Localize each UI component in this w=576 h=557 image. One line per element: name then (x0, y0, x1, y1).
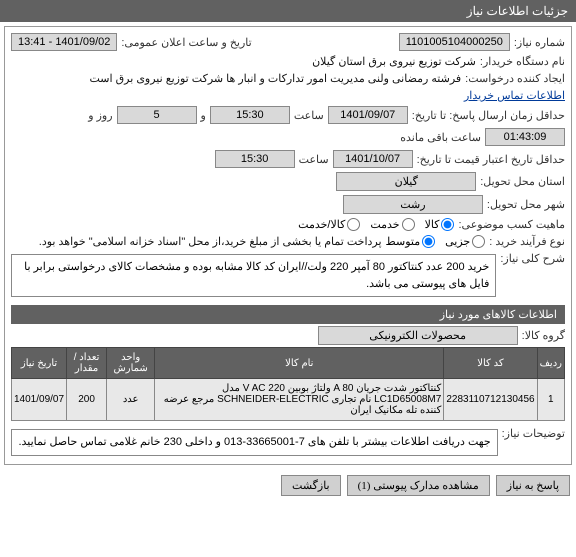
th-qty: تعداد / مقدار (67, 348, 107, 379)
announce-label: تاریخ و ساعت اعلان عمومی: (121, 36, 251, 49)
device-value: شرکت توزیع نیروی برق استان گیلان (312, 55, 476, 68)
cell-qty: 200 (67, 379, 107, 421)
announce-value: 1401/09/02 - 13:41 (11, 33, 117, 51)
city-label: شهر محل تحویل: (487, 198, 565, 211)
cell-date: 1401/09/07 (12, 379, 67, 421)
validity-time: 15:30 (215, 150, 295, 168)
requester-value: فرشته رمضانی ولنی مدیریت امور تدارکات و … (89, 72, 461, 85)
radio-jozei[interactable]: جزیی (445, 235, 485, 248)
time-label-2: ساعت (299, 153, 329, 166)
province-label: استان محل تحویل: (480, 175, 565, 188)
goods-header: اطلاعات کالاهای مورد نیاز (11, 305, 565, 324)
radio-khadamat[interactable]: خدمت (370, 218, 414, 231)
summary-label: شرح کلی نیاز: (500, 252, 565, 265)
and-label: و (201, 109, 206, 122)
countdown: 01:43:09 (485, 128, 565, 146)
remain-label: ساعت باقی مانده (400, 131, 481, 144)
province-value: گیلان (336, 172, 476, 191)
need-no-value: 1101005104000250 (399, 33, 510, 51)
process-label: نوع فرآیند خرید : (489, 235, 565, 248)
contact-link[interactable]: اطلاعات تماس خریدار (464, 89, 565, 102)
device-label: نام دستگاه خریدار: (480, 55, 565, 68)
reply-button[interactable]: پاسخ به نیاز (496, 475, 570, 496)
radio-both[interactable]: کالا/خدمت (298, 218, 360, 231)
days-value: 5 (117, 106, 197, 124)
th-date: تاریخ نیاز (12, 348, 67, 379)
goods-group-value: محصولات الکترونیکی (318, 326, 518, 345)
subject-radio-group: کالا خدمت کالا/خدمت (298, 218, 454, 231)
goods-table: ردیف کد کالا نام کالا واحد شمارش تعداد /… (11, 347, 565, 421)
deadline-label: حداقل زمان ارسال پاسخ: تا تاریخ: (412, 109, 565, 122)
deadline-date: 1401/09/07 (328, 106, 408, 124)
requester-label: ایجاد کننده درخواست: (465, 72, 565, 85)
radio-motavaset[interactable]: متوسط (386, 235, 436, 248)
validity-label: حداقل تاریخ اعتبار قیمت تا تاریخ: (417, 153, 565, 166)
days-label: روز و (88, 109, 112, 122)
radio-kala[interactable]: کالا (425, 218, 455, 231)
process-radio-group: جزیی متوسط (386, 235, 486, 248)
th-name: نام کالا (155, 348, 444, 379)
cell-unit: عدد (107, 379, 155, 421)
back-button[interactable]: بازگشت (281, 475, 341, 496)
cell-code: 2283110712130456 (444, 379, 537, 421)
city-value: رشت (343, 195, 483, 214)
cell-name: کنتاکتور شدت جریان A 80 ولتاژ بوبین V AC… (155, 379, 444, 421)
cell-idx: 1 (537, 379, 564, 421)
th-code: کد کالا (444, 348, 537, 379)
table-row: 1 2283110712130456 کنتاکتور شدت جریان A … (12, 379, 565, 421)
validity-date: 1401/10/07 (333, 150, 413, 168)
notes-box: جهت دریافت اطلاعات بیشتر با تلفن های 7-3… (11, 429, 498, 456)
th-row: ردیف (537, 348, 564, 379)
panel-title: جزئیات اطلاعات نیاز (0, 0, 576, 22)
goods-group-label: گروه کالا: (522, 329, 565, 342)
time-label-1: ساعت (294, 109, 324, 122)
subject-label: ماهیت کسب موضوعی: (458, 218, 565, 231)
attachments-button[interactable]: مشاهده مدارک پیوستی (1) (347, 475, 490, 496)
notes-label: توضیحات نیاز: (502, 427, 565, 440)
deadline-time: 15:30 (210, 106, 290, 124)
summary-box: خرید 200 عدد کنتاکتور 80 آمپر 220 ولت//ا… (11, 254, 496, 297)
need-no-label: شماره نیاز: (514, 36, 565, 49)
payment-note: پرداخت تمام یا بخشی از مبلغ خرید،از محل … (39, 235, 382, 248)
th-unit: واحد شمارش (107, 348, 155, 379)
